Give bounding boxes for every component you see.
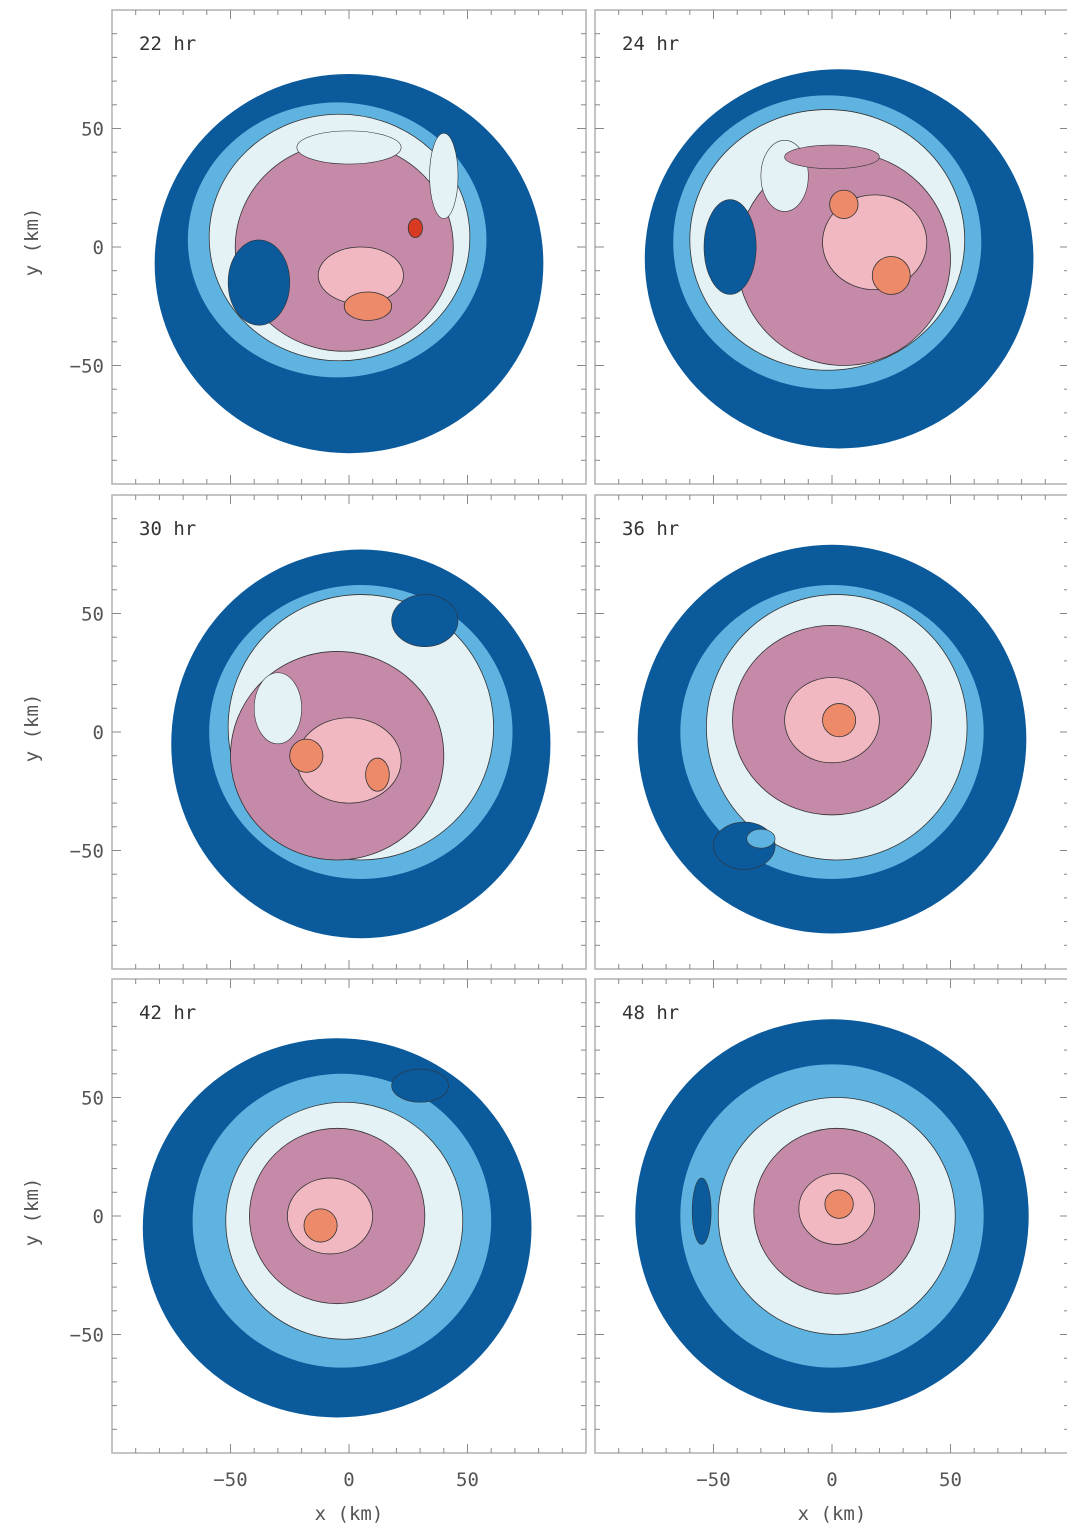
x-tick-label: 50 <box>456 1469 479 1491</box>
contour-feature-level2 <box>746 828 776 849</box>
contour-region-level6 <box>829 189 859 219</box>
x-axis-title-col-2: x (km) <box>798 1503 867 1525</box>
contour-feature-level4 <box>784 144 880 170</box>
panel-4: 36 hr <box>594 494 1067 970</box>
contour-feature-level1 <box>391 1068 449 1103</box>
contour-feature-level3 <box>429 132 459 219</box>
panel-time-label: 22 hr <box>139 33 196 55</box>
y-tick-label: 50 <box>81 119 104 141</box>
panel-time-label: 36 hr <box>622 518 679 540</box>
y-tick-label: 0 <box>93 722 104 744</box>
contour-region-level6 <box>824 1189 854 1219</box>
panel-time-label: 48 hr <box>622 1002 679 1024</box>
contour-feature-level1 <box>691 1177 712 1245</box>
contour-region-level6 <box>343 291 393 321</box>
contour-region-level6 <box>822 703 857 738</box>
x-axis-title-col-1: x (km) <box>315 1503 384 1525</box>
panel-2: 24 hr <box>594 9 1067 485</box>
panel-time-label: 42 hr <box>139 1002 196 1024</box>
contour-group <box>635 1019 1029 1413</box>
y-axis-title-row-3: y (km) <box>21 1178 43 1247</box>
y-axis-title-row-2: y (km) <box>21 694 43 763</box>
contour-feature-level1 <box>227 239 291 326</box>
contour-region-level6 <box>303 1208 338 1243</box>
panel-1: 22 hr 50 0 −50 <box>70 9 587 485</box>
contour-group <box>154 73 544 454</box>
x-tick-label: −50 <box>213 1469 247 1491</box>
panel-5: 42 hr 50 0 −50 −50 0 50 <box>70 978 587 1491</box>
contour-feature-level3 <box>296 130 402 165</box>
y-tick-label: −50 <box>70 1325 104 1347</box>
x-tick-label: 50 <box>939 1469 962 1491</box>
y-tick-label: −50 <box>70 356 104 378</box>
y-tick-label: 0 <box>93 237 104 259</box>
contour-region-level6 <box>289 738 324 773</box>
x-tick-label: 0 <box>826 1469 837 1491</box>
contour-group <box>644 69 1034 449</box>
contour-region-level6 <box>871 256 911 295</box>
contour-group <box>637 544 1027 934</box>
y-tick-label: 50 <box>81 604 104 626</box>
contour-feature-level1 <box>391 594 459 647</box>
y-axis-title-row-1: y (km) <box>21 208 43 277</box>
y-tick-label: 0 <box>93 1206 104 1228</box>
axis-titles: y (km) y (km) y (km) x (km) x (km) <box>21 208 866 1525</box>
panels-layer: 22 hr 50 0 −50 24 hr 30 hr 50 0 −50 36 hr 42 hr 50 0… <box>70 9 1067 1491</box>
y-tick-label: −50 <box>70 841 104 863</box>
y-tick-label: 50 <box>81 1088 104 1110</box>
contour-feature-level3 <box>253 672 302 745</box>
x-tick-label: −50 <box>696 1469 730 1491</box>
contour-region-level7 <box>407 218 423 238</box>
x-tick-label: 0 <box>343 1469 354 1491</box>
panel-time-label: 24 hr <box>622 33 679 55</box>
panel-6: 48 hr −50 0 50 <box>594 978 1067 1491</box>
contour-feature-level1 <box>703 199 757 295</box>
panel-time-label: 30 hr <box>139 518 196 540</box>
contour-group <box>171 549 551 939</box>
contour-region-level6 <box>365 757 390 792</box>
contour-group <box>142 1038 532 1418</box>
panel-3: 30 hr 50 0 −50 <box>70 494 587 970</box>
